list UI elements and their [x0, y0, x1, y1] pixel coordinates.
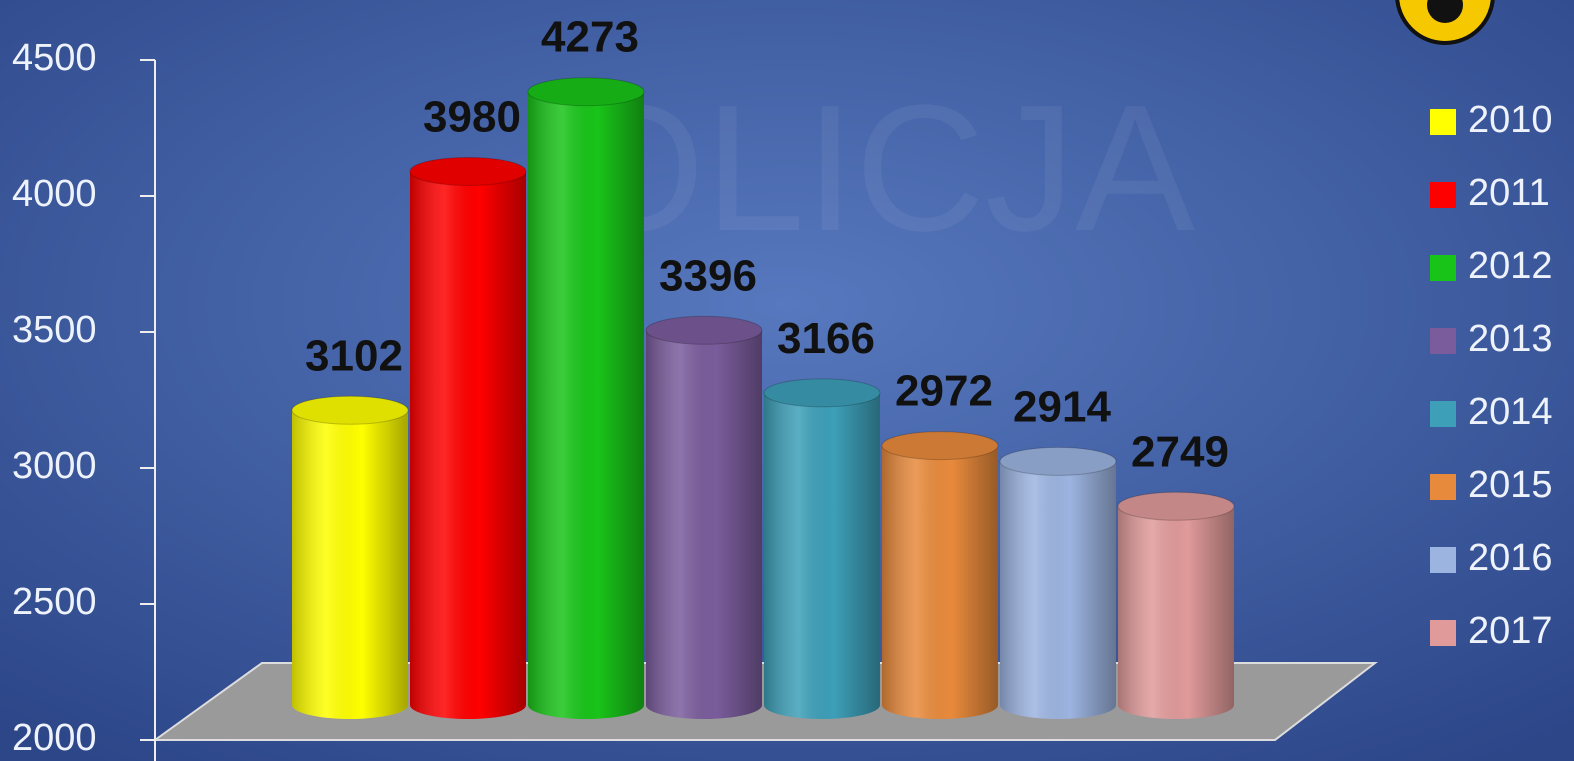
y-tick-label: 2500 — [12, 581, 97, 623]
value-label: 2914 — [1013, 382, 1111, 431]
value-label: 2972 — [895, 367, 993, 416]
value-label: 3980 — [423, 92, 521, 141]
bar-top-shade — [410, 157, 526, 185]
bar-top-shade — [1000, 447, 1116, 475]
value-label: 4273 — [541, 13, 639, 62]
value-label: 3102 — [305, 331, 403, 380]
bar-shade — [410, 171, 526, 719]
bar-top-shade — [882, 432, 998, 460]
legend-label: 2017 — [1468, 610, 1553, 652]
legend-swatch — [1430, 401, 1456, 427]
bar-top-shade — [646, 316, 762, 344]
bar-top-shade — [1118, 492, 1234, 520]
y-tick-label: 4000 — [12, 173, 97, 215]
legend-swatch — [1430, 328, 1456, 354]
legend-swatch — [1430, 255, 1456, 281]
bar-shade — [1000, 461, 1116, 719]
bar-top-shade — [528, 78, 644, 106]
y-tick-label: 3500 — [12, 309, 97, 351]
legend-swatch — [1430, 474, 1456, 500]
legend-swatch — [1430, 109, 1456, 135]
y-tick-label: 4500 — [12, 37, 97, 79]
legend-label: 2014 — [1468, 391, 1553, 433]
bar-top-shade — [764, 379, 880, 407]
bar-shade — [882, 446, 998, 719]
y-tick-label: 3000 — [12, 445, 97, 487]
watermark: OLICJA — [565, 68, 1195, 269]
bar-shade — [764, 393, 880, 719]
legend-label: 2016 — [1468, 537, 1553, 579]
legend-label: 2011 — [1468, 172, 1550, 214]
bar-shade — [528, 92, 644, 719]
legend-label: 2013 — [1468, 318, 1553, 360]
chart: OLICJA 2000 2500 3000 3500 4000 4500 3102 2010 3… — [0, 0, 1574, 761]
y-tick-label: 2000 — [12, 717, 97, 759]
value-label: 2749 — [1131, 427, 1229, 476]
legend-label: 2015 — [1468, 464, 1553, 506]
value-label: 3166 — [777, 314, 875, 363]
bar-shade — [646, 330, 762, 719]
bar-top-shade — [292, 396, 408, 424]
value-label: 3396 — [659, 251, 757, 300]
legend-swatch — [1430, 547, 1456, 573]
bar-shade — [292, 410, 408, 719]
legend-swatch — [1430, 182, 1456, 208]
bar-shade — [1118, 506, 1234, 719]
legend-label: 2010 — [1468, 99, 1553, 141]
legend-swatch — [1430, 620, 1456, 646]
legend-label: 2012 — [1468, 245, 1553, 287]
